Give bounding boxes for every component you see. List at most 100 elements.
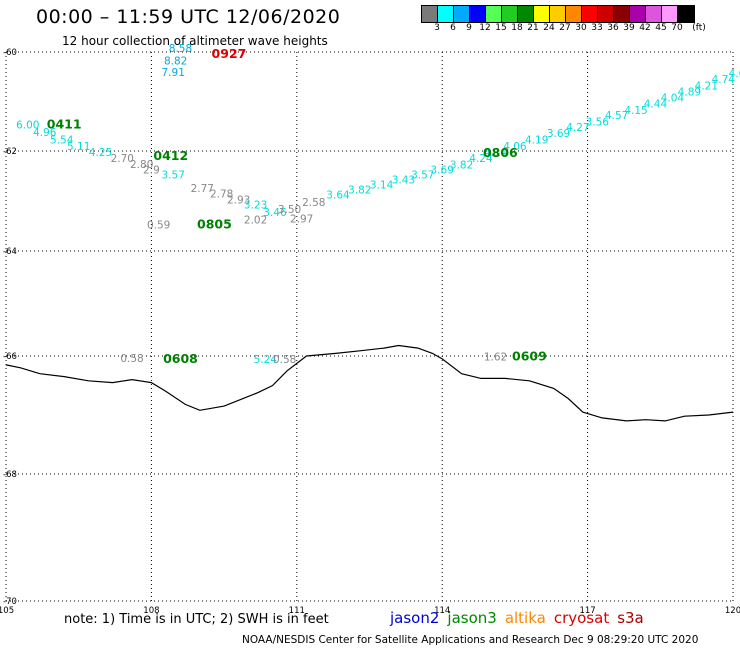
swh-label: 4.21 bbox=[695, 81, 718, 93]
satellite-name: altika bbox=[504, 609, 546, 627]
swh-label: 2.02 bbox=[244, 215, 267, 227]
legend-unit: (ft) bbox=[692, 23, 706, 33]
legend-label: 21 bbox=[527, 23, 539, 33]
legend-label: 33 bbox=[591, 23, 603, 33]
swh-label: 5.24 bbox=[254, 354, 278, 366]
y-tick-label: -62 bbox=[3, 147, 17, 157]
swh-label: 5.11 bbox=[67, 141, 90, 153]
axis-ticks: 105 108 111 114 117 120 -60 -62 -64 -66 -68 -70 bbox=[0, 48, 740, 616]
swh-label: 0.58 bbox=[273, 354, 296, 366]
swh-label: 3.82 bbox=[348, 185, 371, 197]
swh-label: 4.44 bbox=[644, 98, 668, 110]
swh-label: 3.82 bbox=[450, 160, 473, 172]
legend-label: 70 bbox=[671, 23, 683, 33]
swh-label: 2.9 bbox=[143, 165, 160, 177]
swh-label: 3.64 bbox=[326, 190, 350, 202]
footnote: note: 1) Time is in UTC; 2) SWH is in fe… bbox=[64, 612, 329, 627]
legend-label: 36 bbox=[607, 23, 619, 33]
antarctic-coastline bbox=[5, 344, 734, 422]
swh-label: 3.23 bbox=[244, 200, 267, 212]
y-tick-label: -68 bbox=[3, 470, 17, 480]
swh-label: 2.97 bbox=[290, 214, 313, 226]
swh-label: 4.96 bbox=[33, 127, 57, 139]
legend-label: 6 bbox=[450, 23, 456, 33]
swh-label: 4.19 bbox=[525, 135, 548, 147]
swh-label: 4.25 bbox=[89, 147, 112, 159]
legend-swatch bbox=[502, 6, 518, 22]
legend-swatch bbox=[486, 6, 502, 22]
time-label: 0927 bbox=[212, 46, 247, 61]
swh-label: 6.00 bbox=[16, 120, 39, 132]
swh-label: 7.91 bbox=[162, 67, 185, 79]
swh-label: 4.74 bbox=[712, 74, 736, 86]
swh-label: 8.82 bbox=[164, 55, 187, 67]
legend-swatch bbox=[438, 6, 454, 22]
legend-label: 39 bbox=[623, 23, 635, 33]
y-tick-label: -64 bbox=[3, 247, 17, 257]
swh-label: 0.58 bbox=[120, 353, 143, 365]
color-legend bbox=[421, 5, 695, 23]
satellite-name: s3a bbox=[617, 609, 644, 627]
legend-swatch bbox=[614, 6, 630, 22]
y-tick-label: -70 bbox=[3, 597, 17, 607]
swh-label: 4.15 bbox=[624, 105, 647, 117]
swh-label: 2.77 bbox=[191, 183, 214, 195]
legend-swatch bbox=[582, 6, 598, 22]
swh-label: 2.70 bbox=[111, 153, 134, 165]
swh-label: 4.57 bbox=[605, 110, 628, 122]
swh-label: 4.14 bbox=[484, 147, 508, 159]
legend-swatch bbox=[662, 6, 678, 22]
swh-label: 3.50 bbox=[278, 204, 301, 216]
time-label: 0609 bbox=[512, 349, 547, 364]
legend-swatch bbox=[630, 6, 646, 22]
x-tick-label: 114 bbox=[434, 606, 450, 616]
legend-swatch bbox=[534, 6, 550, 22]
legend-swatch bbox=[518, 6, 534, 22]
satellite-name: cryosat bbox=[553, 609, 610, 627]
swh-label: 4.27 bbox=[566, 122, 589, 134]
map-grid bbox=[5, 51, 734, 602]
satellite-name: jason2 bbox=[390, 609, 440, 627]
legend-label: 3 bbox=[434, 23, 440, 33]
legend-label: 42 bbox=[639, 23, 651, 33]
track-labels: 8.588.827.91 6.004.965.545.114.252.702.80… bbox=[16, 43, 740, 366]
legend-label: 9 bbox=[466, 23, 472, 33]
swh-label: 3.43 bbox=[392, 175, 415, 187]
swh-label: 4.62 bbox=[729, 68, 740, 80]
legend-label: 12 bbox=[479, 23, 491, 33]
swh-label: 2.78 bbox=[210, 189, 233, 201]
x-tick-label: 108 bbox=[143, 606, 159, 616]
swh-label: 1.62 bbox=[484, 352, 507, 364]
swh-label: 3.46 bbox=[263, 207, 287, 219]
legend-label: 18 bbox=[511, 23, 523, 33]
x-tick-label: 105 bbox=[0, 606, 14, 616]
time-label: 0411 bbox=[47, 117, 82, 132]
x-tick-label: 111 bbox=[289, 606, 305, 616]
legend-swatch bbox=[646, 6, 662, 22]
legend-label: 27 bbox=[559, 23, 571, 33]
legend-swatch bbox=[566, 6, 582, 22]
x-tick-label: 120 bbox=[725, 606, 740, 616]
swh-label: 2.58 bbox=[302, 197, 325, 209]
x-tick-label: 117 bbox=[579, 606, 595, 616]
coastline bbox=[5, 344, 734, 422]
swh-label: 0.59 bbox=[147, 220, 170, 232]
satellite-legend: jason2 jason3 altika cryosat s3a bbox=[390, 609, 652, 627]
credit-line: NOAA/NESDIS Center for Satellite Applica… bbox=[242, 634, 699, 646]
legend-swatch bbox=[678, 6, 694, 22]
legend-swatch bbox=[550, 6, 566, 22]
swh-label: 3.69 bbox=[547, 128, 570, 140]
swh-label: 3.14 bbox=[370, 180, 394, 192]
swh-label: 3.57 bbox=[162, 170, 185, 182]
time-label: 0412 bbox=[153, 148, 188, 163]
legend-swatch bbox=[454, 6, 470, 22]
swh-label: 2.80 bbox=[130, 159, 153, 171]
legend-swatch bbox=[470, 6, 486, 22]
swh-label: 2.93 bbox=[227, 195, 250, 207]
legend-label: 30 bbox=[575, 23, 587, 33]
swh-label: 3.69 bbox=[431, 165, 454, 177]
time-label: 0805 bbox=[197, 217, 232, 232]
legend-label: 45 bbox=[655, 23, 667, 33]
swh-label: 4.04 bbox=[661, 93, 685, 105]
